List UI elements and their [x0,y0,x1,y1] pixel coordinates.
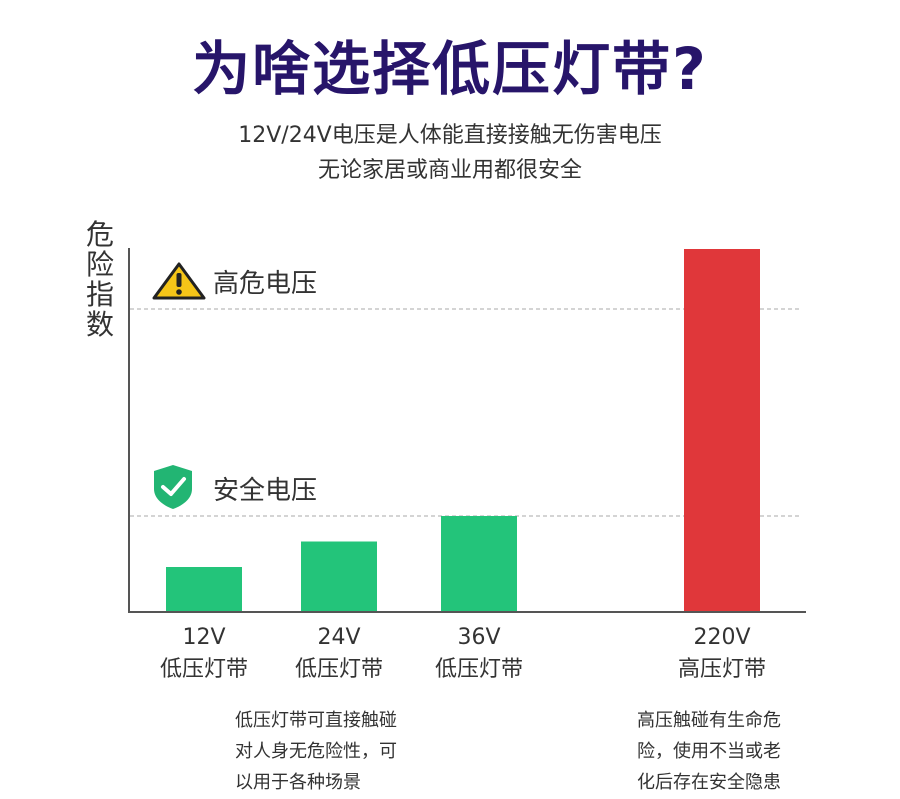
x-tick-type: 低压灯带 [434,657,523,682]
safe-zone-label: 安全电压 [213,476,318,506]
x-tick-type: 低压灯带 [294,657,383,682]
danger-zone-label: 高危电压 [213,269,318,299]
x-tick-voltage: 12V [182,625,226,650]
y-axis-label-char: 数 [85,308,114,341]
y-axis-label-char: 险 [85,248,114,281]
y-axis-label: 危险指数 [82,220,118,340]
shield-check-icon [154,465,192,509]
low-voltage-note: 低压灯带可直接触碰 对人身无危险性，可 以用于各种场景 [235,705,397,798]
x-tick-label: 36V 低压灯带 [399,622,559,686]
high-voltage-note-line: 高压触碰有生命危 [637,710,781,731]
high-voltage-note-line: 化后存在安全隐患 [637,772,781,793]
y-axis-label-char: 指 [85,278,114,311]
x-tick-label: 12V 低压灯带 [124,622,284,686]
x-tick-type: 低压灯带 [159,657,248,682]
y-axis-label-char: 危 [85,218,114,251]
high-voltage-note-line: 险，使用不当或老 [637,741,781,762]
bar-24v [301,541,377,611]
x-tick-label: 24V 低压灯带 [259,622,419,686]
bar-220v [684,249,760,611]
x-tick-label: 220V 高压灯带 [642,622,802,686]
subtitle-line-2: 无论家居或商业用都很安全 [317,158,582,183]
low-voltage-note-line: 以用于各种场景 [235,772,361,793]
bar-12v [166,567,242,611]
x-tick-voltage: 36V [457,625,501,650]
low-voltage-note-line: 对人身无危险性，可 [235,741,397,762]
high-voltage-note: 高压触碰有生命危 险，使用不当或老 化后存在安全隐患 [637,705,781,798]
bar-36v [441,516,517,611]
page-title: 为啥选择低压灯带? [192,35,708,103]
low-voltage-note-line: 低压灯带可直接触碰 [235,710,397,731]
subtitle-line-1: 12V/24V电压是人体能直接接触无伤害电压 [238,123,662,148]
warning-icon [152,262,206,300]
x-tick-voltage: 24V [317,625,361,650]
x-tick-type: 高压灯带 [677,657,766,682]
x-tick-voltage: 220V [693,625,751,650]
